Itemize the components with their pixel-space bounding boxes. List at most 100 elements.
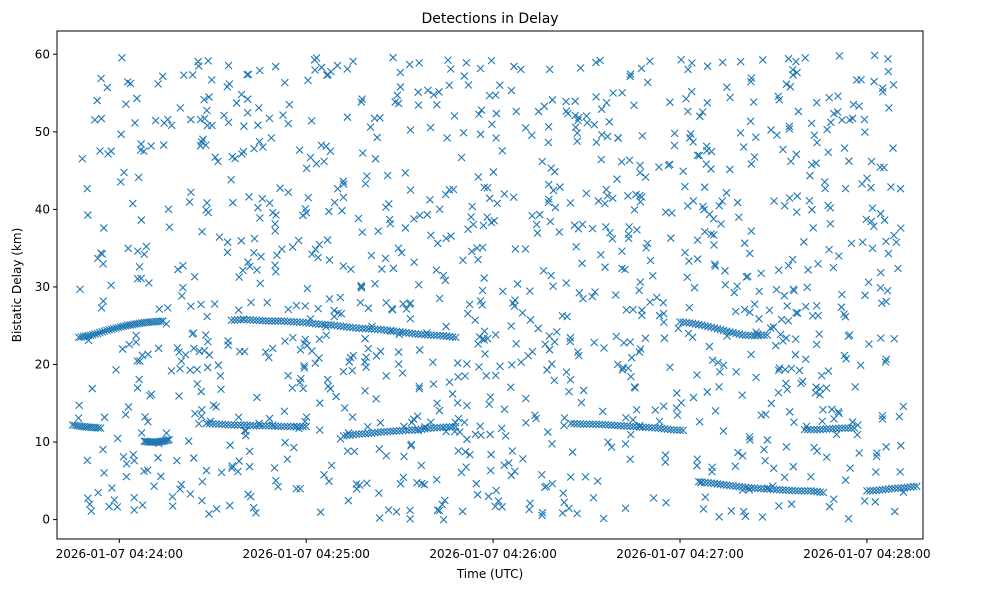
scatter-point xyxy=(414,280,423,289)
scatter-point xyxy=(845,115,854,124)
scatter-point xyxy=(210,300,219,308)
scatter-point xyxy=(548,95,557,104)
scatter-point xyxy=(868,244,877,253)
track-point xyxy=(218,420,226,429)
scatter-point xyxy=(571,111,580,120)
scatter-point xyxy=(810,131,819,140)
scatter-point xyxy=(655,417,664,426)
scatter-point xyxy=(320,470,328,479)
track-point xyxy=(803,425,812,434)
scatter-point xyxy=(132,331,140,340)
scatter-point xyxy=(715,512,724,521)
scatter-point xyxy=(284,371,292,380)
scatter-point xyxy=(776,330,785,339)
scatter-point xyxy=(896,224,905,233)
scatter-point xyxy=(601,263,609,272)
scatter-point xyxy=(485,194,494,203)
scatter-point xyxy=(289,443,298,452)
track-point xyxy=(227,316,236,325)
scatter-point xyxy=(364,344,373,353)
scatter-point xyxy=(245,262,254,271)
track-point xyxy=(841,424,850,432)
scatter-point xyxy=(619,363,627,372)
scatter-point xyxy=(878,415,887,423)
scatter-point xyxy=(140,250,149,259)
scatter-point xyxy=(137,216,146,224)
scatter-point xyxy=(264,353,273,362)
scatter-point xyxy=(121,410,130,419)
track-point xyxy=(355,324,364,333)
scatter-point xyxy=(867,157,876,166)
scatter-point xyxy=(224,118,233,127)
scatter-point xyxy=(547,271,556,280)
scatter-point xyxy=(258,143,267,151)
track-point xyxy=(806,425,815,434)
scatter-point xyxy=(126,79,135,88)
scatter-point xyxy=(173,344,182,352)
scatter-point xyxy=(698,108,707,116)
scatter-point xyxy=(159,141,168,149)
scatter-point xyxy=(784,261,793,270)
track-point xyxy=(738,483,747,491)
scatter-point xyxy=(271,62,280,71)
scatter-point xyxy=(284,188,293,197)
track-point xyxy=(423,424,432,433)
scatter-point xyxy=(593,477,602,486)
scatter-point xyxy=(423,86,432,95)
scatter-point xyxy=(283,455,292,464)
track-point xyxy=(691,320,700,328)
scatter-point xyxy=(801,54,810,62)
scatter-point xyxy=(433,100,441,109)
scatter-point xyxy=(271,267,280,276)
scatter-point xyxy=(876,283,885,292)
scatter-point xyxy=(677,55,686,64)
scatter-point xyxy=(307,117,316,125)
track-point xyxy=(398,426,407,435)
scatter-point xyxy=(194,62,203,70)
scatter-point xyxy=(100,413,109,422)
track-point xyxy=(243,315,251,324)
scatter-point xyxy=(122,459,131,468)
scatter-point xyxy=(492,109,501,118)
scatter-point xyxy=(356,298,365,307)
track-point xyxy=(389,427,398,436)
scatter-point xyxy=(894,264,902,273)
scatter-point xyxy=(689,197,698,205)
track-point xyxy=(305,319,314,327)
x-tick-label: 2026-01-07 04:26:00 xyxy=(429,547,556,561)
scatter-point xyxy=(684,65,693,74)
scatter-point xyxy=(526,316,535,324)
scatter-point xyxy=(760,445,768,454)
scatter-point xyxy=(120,168,128,177)
scatter-point xyxy=(783,385,792,394)
scatter-point xyxy=(590,120,599,129)
scatter-point xyxy=(357,283,366,292)
scatter-point xyxy=(271,219,279,228)
scatter-point xyxy=(745,433,754,441)
scatter-point xyxy=(372,395,381,403)
scatter-point xyxy=(135,262,144,271)
scatter-point xyxy=(196,115,205,124)
scatter-point xyxy=(203,198,211,207)
scatter-point xyxy=(330,312,339,321)
scatter-point xyxy=(251,509,260,517)
scatter-point xyxy=(581,473,590,481)
scatter-point xyxy=(346,265,355,274)
scatter-point xyxy=(552,328,561,336)
scatter-point xyxy=(810,443,818,452)
track-point xyxy=(414,330,423,339)
track-point xyxy=(613,421,622,430)
track-point xyxy=(794,487,803,495)
scatter-point xyxy=(151,116,160,125)
scatter-point xyxy=(176,485,184,494)
scatter-point xyxy=(441,276,450,285)
scatter-point xyxy=(856,361,865,370)
scatter-point xyxy=(117,130,126,139)
scatter-point xyxy=(296,374,305,383)
track-point xyxy=(713,480,722,488)
scatter-point xyxy=(648,271,657,280)
scatter-point xyxy=(618,365,627,374)
scatter-point xyxy=(660,334,669,343)
track-point xyxy=(757,484,765,493)
